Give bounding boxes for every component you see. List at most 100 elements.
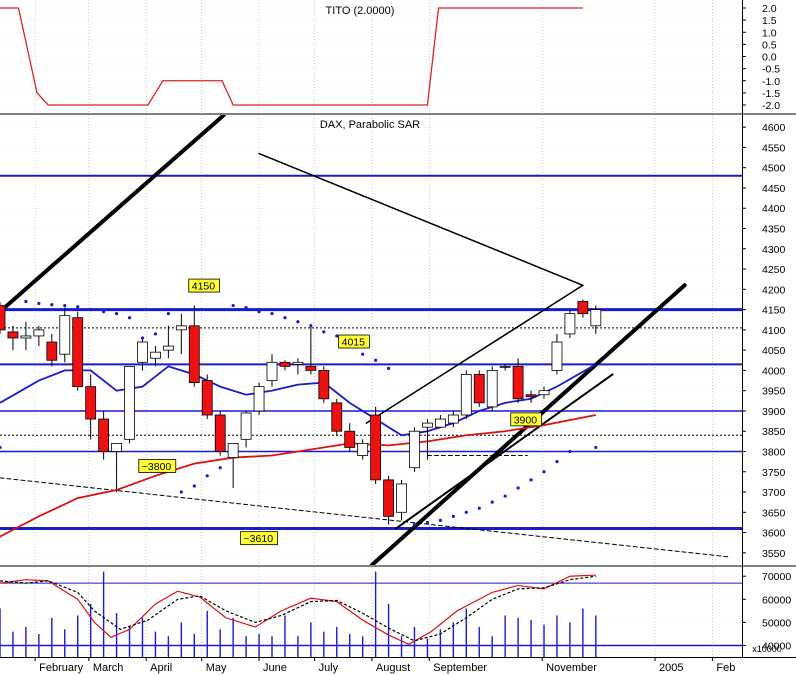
candle-body-down [383, 479, 394, 517]
candle [512, 358, 524, 403]
candle-body-up [33, 329, 45, 337]
sar-dot [296, 320, 300, 324]
candle-body-up [486, 370, 498, 408]
candle [240, 410, 252, 448]
candle-body-up [175, 325, 187, 331]
candle [525, 390, 537, 403]
x-label-2005: 2005 [659, 662, 683, 674]
y-tick-label: 3700 [762, 487, 786, 499]
candle [98, 410, 110, 460]
y-tick-label: 3950 [762, 386, 786, 398]
y-tick-label: 4500 [762, 163, 786, 175]
candle-body-up [447, 414, 459, 424]
candle [422, 419, 433, 460]
candle [447, 410, 459, 428]
sar-dot [63, 303, 67, 308]
sar-dot [270, 312, 274, 316]
level-label-text: 4150 [192, 281, 216, 293]
y-tick-label: 0.0 [762, 52, 777, 64]
candle [266, 354, 278, 387]
volume-scale-label: x10000 [752, 644, 782, 654]
sar-dot [335, 334, 339, 338]
candle [460, 370, 472, 420]
sar-dot [166, 312, 170, 316]
candle-body-down [46, 341, 58, 361]
y-axis-panel-2: 4600 4550 4500 4450 4400 4350 4300 4250 4200 4150… [742, 122, 786, 560]
level-label-4150: 4150 [188, 278, 220, 293]
candle-body-down [188, 325, 200, 383]
candle [227, 442, 239, 488]
sar-dot [89, 307, 93, 312]
candle [590, 305, 602, 334]
sar-dot [503, 494, 507, 498]
candle-body-down [85, 386, 97, 420]
candle-body-up [422, 422, 433, 428]
sar-dot [555, 460, 559, 464]
y-tick-label: 3600 [762, 528, 786, 540]
x-label-feb: Feb [716, 662, 735, 674]
candle-body-down [370, 414, 382, 481]
y-axis-panel-3: 70000 60000 50000 40000 [742, 571, 791, 652]
sar-dot [0, 445, 2, 450]
candle-body-up [396, 483, 407, 513]
sar-dot [386, 366, 391, 370]
y-tick-label: 4550 [762, 142, 786, 154]
x-label-march: March [93, 662, 124, 674]
candle-body-down [201, 380, 213, 416]
candle [318, 366, 330, 403]
candle-body-down [72, 317, 84, 388]
candle [292, 358, 304, 375]
y-tick-label: 3850 [762, 426, 786, 438]
candle [72, 311, 84, 391]
y-tick-label: 2.0 [762, 3, 777, 15]
candle-body-up [150, 351, 161, 359]
candle [564, 309, 576, 338]
candle [551, 333, 563, 375]
y-tick-label: 4350 [762, 224, 786, 236]
y-tick-label: 3900 [762, 406, 786, 418]
sar-dot [37, 301, 41, 306]
y-tick-label: 4400 [762, 203, 786, 215]
candle-body-down [279, 361, 291, 367]
moving-average-2 [0, 414, 596, 538]
y-tick-label: 4150 [762, 305, 786, 317]
candle [111, 442, 122, 493]
candle [538, 386, 550, 399]
y-tick-label: -1.5 [762, 88, 780, 100]
sar-dot [114, 312, 119, 316]
candle [188, 305, 200, 387]
trend-line-3 [0, 477, 730, 558]
candle-body-up [292, 361, 304, 365]
y-tick-label: 1.0 [762, 27, 777, 39]
candle-body-up [253, 386, 265, 412]
sar-dot [192, 484, 196, 488]
y-tick-label: 50000 [762, 617, 791, 629]
y-tick-label: 3800 [762, 446, 786, 458]
sar-dot [412, 522, 417, 527]
x-axis: February March April May June July Augus… [39, 662, 735, 674]
y-tick-label: 4000 [762, 365, 786, 377]
level-label-3800: ~3800 [138, 459, 177, 473]
tito-line [0, 7, 583, 106]
sar-dot [309, 324, 313, 328]
sar-dot [361, 352, 365, 356]
candle-body-up [240, 412, 252, 440]
candle-body-down [512, 365, 524, 400]
x-label-september: September [433, 662, 487, 674]
candle [150, 346, 161, 367]
candle [214, 410, 226, 456]
candle-body-down [214, 414, 226, 452]
panel-frames [0, 0, 796, 658]
candle [162, 325, 174, 359]
candle [0, 302, 6, 334]
candle [396, 479, 407, 521]
candle-body-down [0, 305, 6, 331]
y-tick-label: 4450 [762, 183, 786, 195]
candle-body-up [357, 442, 369, 456]
candle-body-up [227, 442, 239, 458]
x-label-august: August [376, 662, 410, 674]
sar-dot [257, 310, 261, 314]
sar-dot [529, 478, 533, 482]
